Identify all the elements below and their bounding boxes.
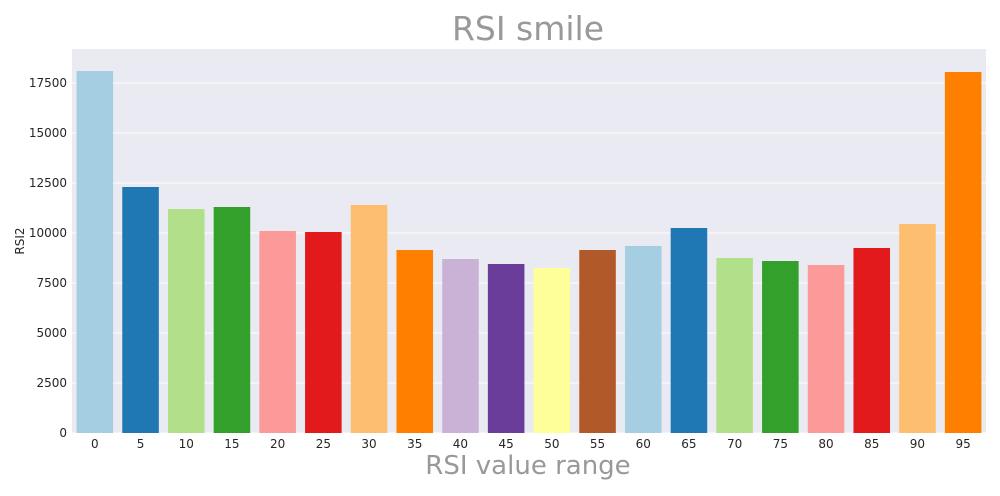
bar-60 <box>624 246 662 433</box>
y-tick-label: 17500 <box>29 76 67 90</box>
bar-70 <box>716 258 753 433</box>
bar-45 <box>487 264 525 433</box>
x-tick-label: 15 <box>224 437 239 451</box>
bar-90 <box>899 224 936 433</box>
bar-5 <box>122 187 159 433</box>
bar-95 <box>944 72 982 433</box>
x-tick-label: 35 <box>407 437 422 451</box>
bar-80 <box>807 265 845 433</box>
bar-15 <box>213 207 251 433</box>
x-axis-ticks: 0 5 10 15 20 25 30 35 40 45 50 55 60 65 70 75 80 85 90 95 <box>91 437 971 451</box>
x-tick-label: 85 <box>864 437 879 451</box>
x-tick-label: 0 <box>91 437 99 451</box>
x-tick-label: 40 <box>453 437 468 451</box>
x-tick-label: 90 <box>910 437 925 451</box>
bar-35 <box>396 250 434 433</box>
x-tick-label: 65 <box>681 437 696 451</box>
x-axis-label: RSI value range <box>425 451 630 481</box>
x-tick-label: 50 <box>544 437 559 451</box>
y-tick-label: 7500 <box>36 276 67 290</box>
bar-10 <box>167 209 205 433</box>
y-tick-label: 5000 <box>36 326 67 340</box>
x-tick-label: 5 <box>137 437 145 451</box>
bar-85 <box>853 248 891 433</box>
chart-title: RSI smile <box>452 9 604 48</box>
bars <box>76 71 982 433</box>
bar-0 <box>76 71 114 433</box>
bar-40 <box>442 259 479 433</box>
y-tick-label: 15000 <box>29 126 67 140</box>
x-tick-label: 75 <box>773 437 788 451</box>
bar-50 <box>533 268 571 433</box>
x-tick-label: 45 <box>499 437 514 451</box>
x-tick-label: 30 <box>361 437 376 451</box>
y-axis-ticks: 0 2500 5000 7500 10000 12500 15000 17500 <box>29 76 67 440</box>
bar-55 <box>579 250 616 433</box>
y-tick-label: 0 <box>59 426 67 440</box>
x-tick-label: 70 <box>727 437 742 451</box>
bar-25 <box>305 232 342 433</box>
plot-area <box>72 49 986 433</box>
bar-65 <box>670 228 708 433</box>
y-tick-label: 10000 <box>29 226 67 240</box>
x-tick-label: 80 <box>818 437 833 451</box>
x-tick-label: 55 <box>590 437 605 451</box>
y-tick-label: 12500 <box>29 176 67 190</box>
x-tick-label: 95 <box>956 437 971 451</box>
x-tick-label: 25 <box>316 437 331 451</box>
x-tick-label: 20 <box>270 437 285 451</box>
bar-75 <box>762 261 799 433</box>
bar-30 <box>350 205 388 433</box>
bar-20 <box>259 231 296 433</box>
x-tick-label: 60 <box>636 437 651 451</box>
y-axis-label: RSI2 <box>13 227 27 254</box>
x-tick-label: 10 <box>179 437 194 451</box>
y-tick-label: 2500 <box>36 376 67 390</box>
